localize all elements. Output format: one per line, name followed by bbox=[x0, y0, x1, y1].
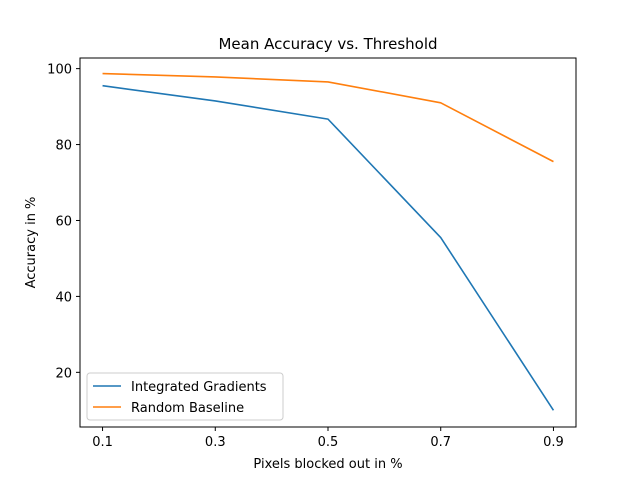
series-line-integrated-gradients bbox=[102, 84, 555, 411]
x-tick-label: 0.5 bbox=[318, 435, 339, 450]
plot-frame bbox=[79, 57, 577, 428]
series-line-random-baseline bbox=[102, 72, 554, 163]
chart-title: Mean Accuracy vs. Threshold bbox=[218, 35, 437, 53]
y-tick-label: 100 bbox=[47, 63, 72, 78]
y-axis-label: Accuracy in % bbox=[24, 197, 39, 289]
legend-box bbox=[86, 372, 284, 421]
legend: Integrated Gradients Random Baseline bbox=[86, 372, 284, 421]
y-tick-label: 40 bbox=[55, 290, 72, 305]
legend-label: Random Baseline bbox=[131, 401, 244, 416]
x-tick-label: 0.3 bbox=[205, 435, 226, 450]
y-axis-ticks: 20 40 60 80 100 bbox=[47, 63, 80, 381]
legend-label: Integrated Gradients bbox=[131, 380, 267, 395]
y-tick-label: 60 bbox=[55, 214, 72, 229]
x-axis-label: Pixels blocked out in % bbox=[253, 457, 402, 472]
x-tick-label: 0.1 bbox=[92, 435, 113, 450]
y-tick-label: 20 bbox=[55, 366, 72, 381]
y-tick-label: 80 bbox=[55, 139, 72, 154]
x-tick-label: 0.7 bbox=[430, 435, 451, 450]
x-axis-ticks: 0.1 0.3 0.5 0.7 0.9 bbox=[92, 427, 564, 450]
series-lines bbox=[102, 72, 555, 411]
x-tick-label: 0.9 bbox=[543, 435, 564, 450]
